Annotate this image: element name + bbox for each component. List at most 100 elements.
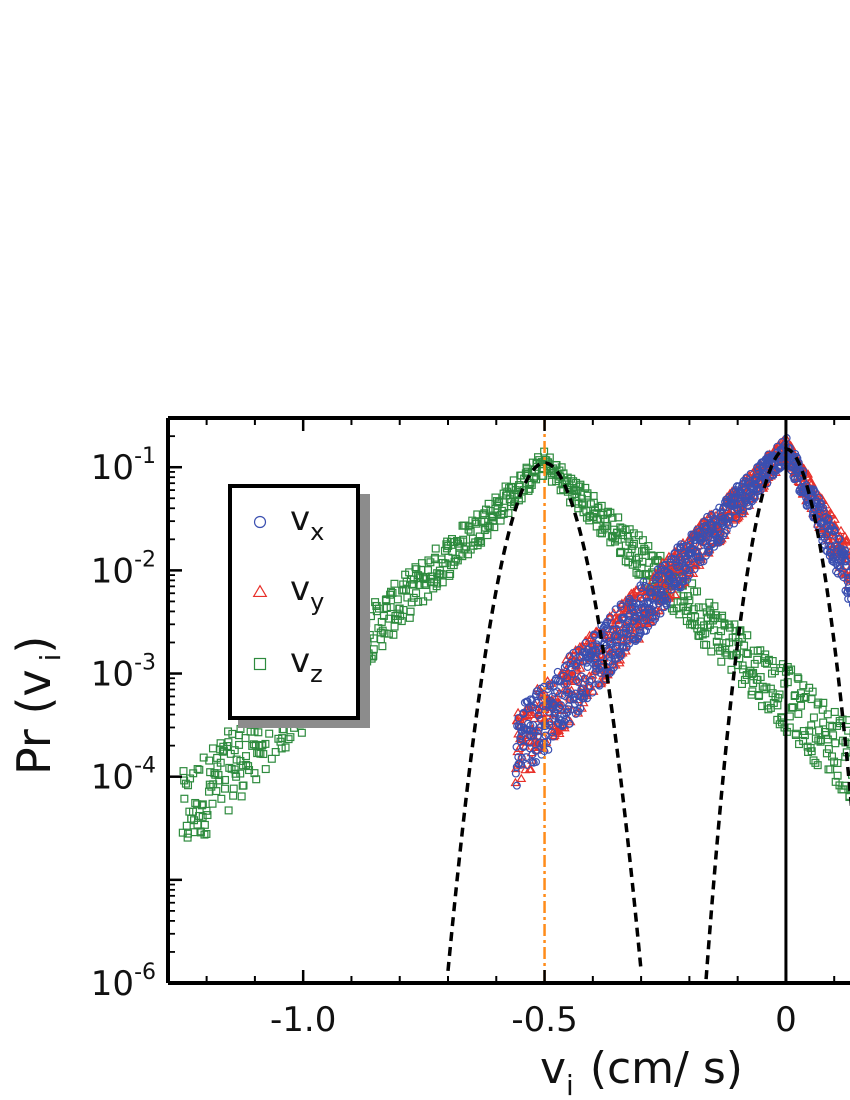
data-point-vy <box>841 537 850 546</box>
data-point-vz <box>693 587 702 596</box>
data-point-vz <box>766 684 775 693</box>
axis-ticks: -1.0 -0.5 0 10-1 10-2 10-3 10-4 10-6 <box>91 418 836 1040</box>
data-point-vx <box>749 493 758 502</box>
data-point-vx <box>795 485 804 494</box>
data-point-vz <box>740 675 749 684</box>
data-point-vx <box>738 509 747 518</box>
data-point-vx <box>698 534 707 543</box>
data-point-vz <box>389 630 398 639</box>
data-point-vz <box>490 523 499 532</box>
data-point-vx <box>563 673 572 682</box>
data-point-vz <box>414 597 423 606</box>
data-point-vx <box>848 573 850 580</box>
data-point-vz <box>807 747 816 756</box>
data-point-vz <box>265 729 274 738</box>
data-point-vz <box>799 726 808 735</box>
data-point-vx <box>656 609 665 618</box>
data-point-vx <box>837 570 846 579</box>
data-point-vx <box>683 575 692 584</box>
data-point-vz <box>823 735 832 744</box>
data-point-vx <box>836 563 845 572</box>
data-point-vz <box>239 781 248 790</box>
data-point-vx <box>652 573 661 582</box>
data-point-vx <box>534 711 543 720</box>
data-point-vz <box>214 771 223 780</box>
data-point-vz <box>625 525 634 534</box>
data-point-vy <box>670 589 681 599</box>
data-point-vx <box>814 494 823 503</box>
data-point-vx <box>592 664 601 673</box>
data-point-vx <box>819 507 828 516</box>
data-point-vx <box>526 703 535 712</box>
data-point-vz <box>208 744 217 753</box>
data-point-vx <box>576 704 585 713</box>
data-point-vx <box>550 688 559 697</box>
data-point-vz <box>224 806 233 815</box>
data-point-vz <box>830 707 839 716</box>
data-point-vz <box>608 533 617 542</box>
data-point-vz <box>216 758 225 767</box>
data-point-vz <box>195 765 204 774</box>
data-point-vx <box>597 621 606 630</box>
data-point-vx <box>525 726 534 735</box>
data-point-vx <box>844 594 850 603</box>
data-point-vz <box>406 607 415 616</box>
legend-label-y: vy <box>290 569 324 616</box>
data-point-vx <box>731 513 740 522</box>
data-point-vz <box>815 726 824 735</box>
data-point-vx <box>848 601 850 608</box>
data-point-vz <box>464 550 473 559</box>
data-point-vy <box>525 764 536 773</box>
data-point-vz <box>811 758 820 767</box>
data-point-vz <box>824 765 833 774</box>
data-point-vx <box>588 688 597 697</box>
data-point-vx <box>690 565 699 574</box>
data-point-vz <box>679 592 688 601</box>
data-point-vz <box>241 734 250 743</box>
data-point-vz <box>215 776 224 785</box>
data-point-vz <box>714 631 723 640</box>
data-point-vz <box>634 531 643 540</box>
data-point-vz <box>691 613 700 622</box>
data-point-vz <box>788 703 797 712</box>
data-point-vz <box>773 701 782 710</box>
data-point-vz <box>424 592 433 601</box>
data-point-vx <box>725 521 734 530</box>
data-point-vx <box>563 708 572 717</box>
data-point-vx <box>739 505 748 514</box>
data-point-vx <box>549 732 558 741</box>
data-point-vz <box>641 546 650 555</box>
data-point-vz <box>521 469 530 478</box>
y-axis-title: Pr (v i) <box>7 636 67 775</box>
data-point-vz <box>712 637 721 646</box>
data-point-vz <box>628 541 637 550</box>
data-point-vz <box>604 507 613 516</box>
data-point-vz <box>225 763 234 772</box>
y-tick-label: 10-1 <box>91 444 156 488</box>
y-tick-label: 10-6 <box>91 960 156 1004</box>
data-point-vz <box>833 721 842 730</box>
data-point-vz <box>189 807 198 816</box>
data-point-vx <box>612 624 621 633</box>
data-point-vx <box>595 664 604 673</box>
data-point-vx <box>846 553 850 562</box>
data-point-vz <box>614 513 623 522</box>
data-point-vz <box>701 629 710 638</box>
data-point-vz <box>700 640 709 649</box>
x-tick-label: 0 <box>775 1000 797 1040</box>
data-point-vx <box>545 682 554 691</box>
data-point-vz <box>204 787 213 796</box>
data-point-vx <box>722 526 731 535</box>
data-point-vz <box>813 700 822 709</box>
data-point-vy <box>526 736 537 745</box>
data-point-vz <box>286 733 295 742</box>
data-point-vx <box>642 583 651 592</box>
data-point-vy <box>715 524 726 534</box>
data-point-vz <box>229 791 238 800</box>
data-point-vx <box>646 584 655 593</box>
x-axis-title-main: v <box>540 1043 566 1094</box>
data-point-vx <box>532 758 541 767</box>
data-point-vx <box>514 713 523 722</box>
data-point-vx <box>545 721 554 730</box>
data-point-vz <box>762 683 771 692</box>
